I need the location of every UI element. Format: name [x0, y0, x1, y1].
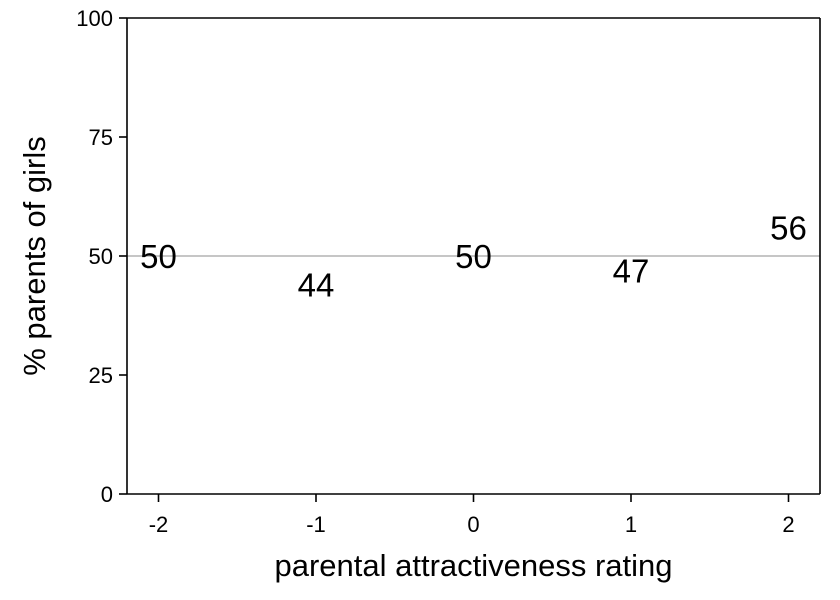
y-axis-title: % parents of girls: [17, 136, 52, 376]
y-tick-label: 100: [76, 6, 113, 31]
x-tick-label: -2: [149, 512, 169, 537]
data-point-label: 47: [613, 252, 650, 289]
x-tick-label: 1: [625, 512, 637, 537]
y-tick-label: 75: [89, 125, 113, 150]
data-point-label: 44: [298, 267, 335, 304]
x-ticks: -2 -1 0 1 2: [149, 494, 795, 537]
y-tick-label: 25: [89, 363, 113, 388]
y-tick-label: 0: [101, 482, 113, 507]
y-ticks: 0 25 50 75 100: [76, 6, 127, 507]
data-point-label: 56: [770, 209, 807, 246]
x-tick-label: 2: [782, 512, 794, 537]
y-tick-label: 50: [89, 244, 113, 269]
x-axis-title: parental attractiveness rating: [274, 548, 672, 583]
x-tick-label: 0: [467, 512, 479, 537]
data-points: 50 44 50 47 56: [140, 209, 807, 303]
x-tick-label: -1: [306, 512, 326, 537]
data-point-label: 50: [455, 238, 492, 275]
data-point-label: 50: [140, 238, 177, 275]
